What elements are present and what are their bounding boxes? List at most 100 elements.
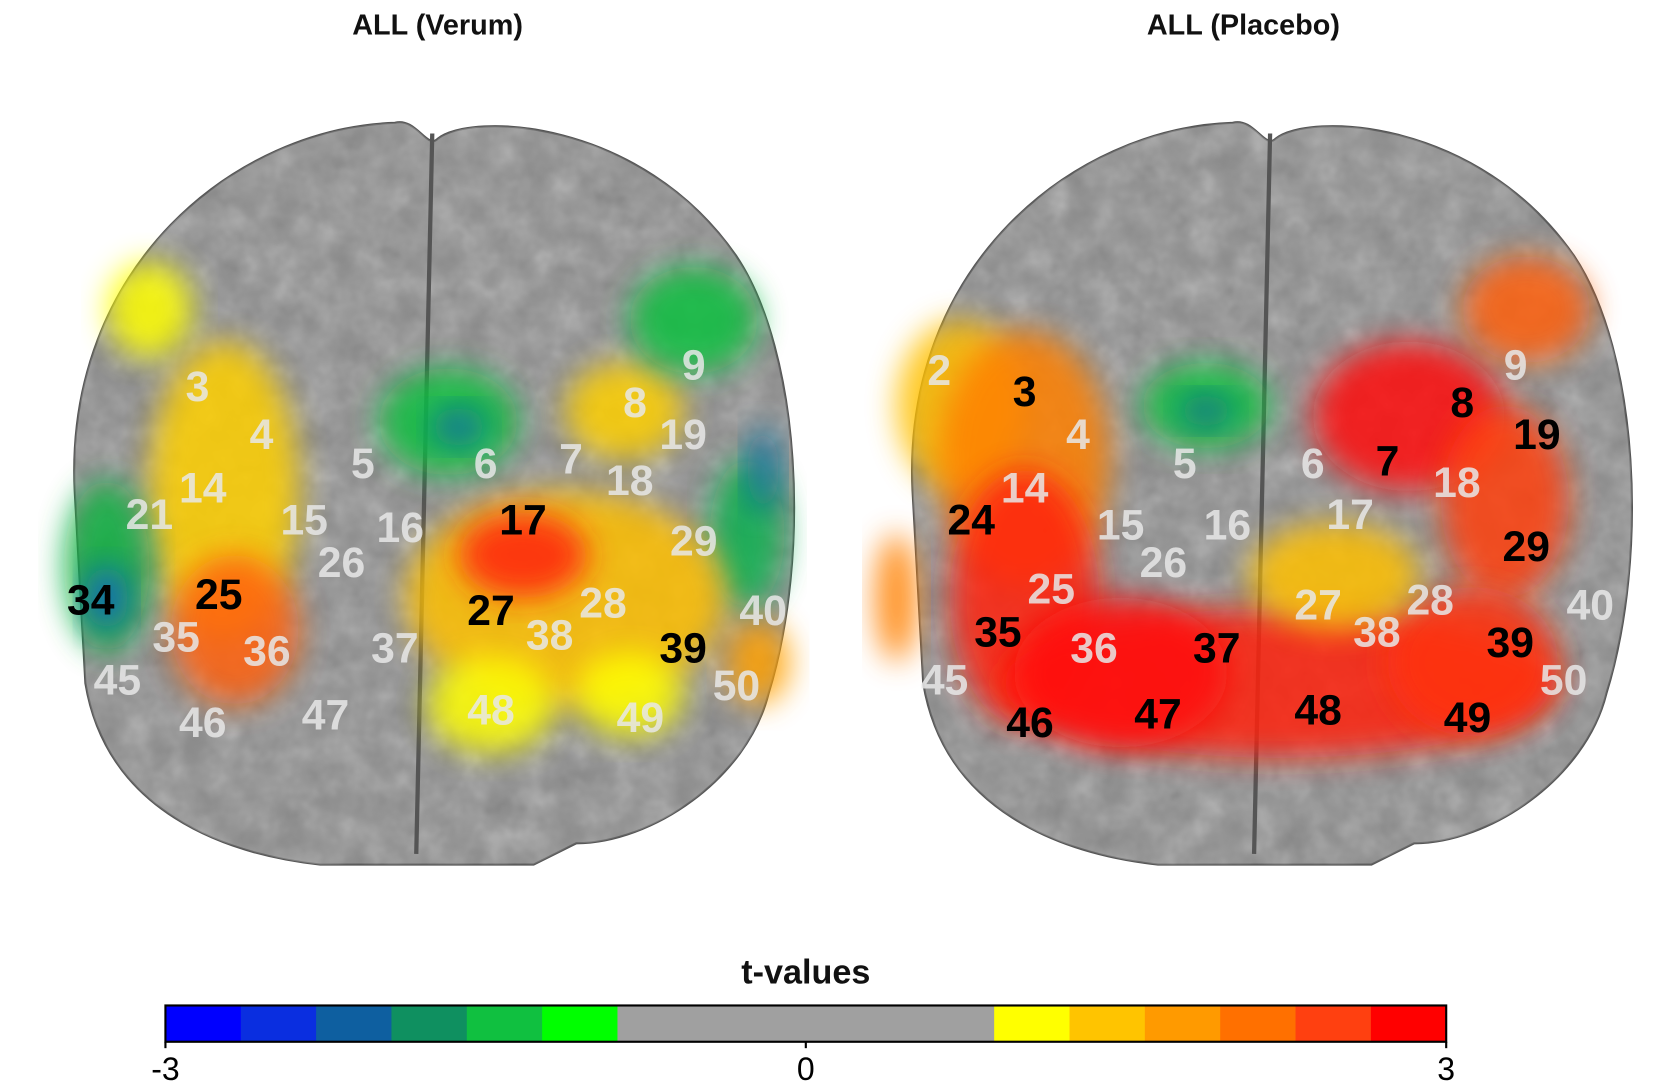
electrode-label: 17 xyxy=(1326,491,1373,539)
electrode-label: 39 xyxy=(659,624,706,672)
electrode-label: 26 xyxy=(318,539,365,587)
colorbar-segment xyxy=(1370,1005,1447,1042)
colorbar-segment xyxy=(1144,1005,1221,1042)
colorbar-segment xyxy=(391,1005,468,1042)
electrode-label: 46 xyxy=(179,699,226,747)
electrode-label: 15 xyxy=(1097,502,1144,550)
activation-blob xyxy=(432,407,486,447)
colorbar-segment xyxy=(994,1005,1071,1042)
activation-blob xyxy=(629,266,758,374)
electrode-label: 50 xyxy=(713,662,760,710)
electrode-label: 37 xyxy=(1193,624,1240,672)
electrode-label: 25 xyxy=(1028,566,1075,614)
electrode-label: 28 xyxy=(579,580,626,628)
electrode-label: 34 xyxy=(67,576,115,624)
electrode-label: 28 xyxy=(1406,576,1453,624)
electrode-label: 49 xyxy=(617,694,664,742)
activation-blob xyxy=(106,261,193,358)
electrode-label: 17 xyxy=(499,496,546,544)
electrode-label: 3 xyxy=(1013,368,1037,416)
colorbar-segment xyxy=(1220,1005,1297,1042)
colorbar-segment xyxy=(918,1005,995,1042)
electrode-label: 35 xyxy=(152,614,199,662)
electrode-label: 8 xyxy=(1450,379,1474,427)
electrode-label: 16 xyxy=(376,504,423,552)
electrode-label: 4 xyxy=(250,411,274,459)
electrode-label: 50 xyxy=(1540,656,1587,704)
electrode-label: 36 xyxy=(1070,624,1117,672)
colorbar-segment xyxy=(466,1005,543,1042)
electrode-label: 47 xyxy=(302,692,349,740)
electrode-label: 6 xyxy=(1301,440,1325,488)
electrode-label: 24 xyxy=(948,496,996,544)
electrode-label: 37 xyxy=(371,624,418,672)
electrode-label: 26 xyxy=(1140,539,1187,587)
electrode-label: 38 xyxy=(1353,608,1400,656)
electrode-label: 39 xyxy=(1486,619,1533,667)
colorbar-segment xyxy=(1069,1005,1146,1042)
electrode-label: 27 xyxy=(1294,582,1341,630)
activation-blob xyxy=(1013,597,1228,748)
electrode-label: 19 xyxy=(659,411,706,459)
electrode-label: 8 xyxy=(623,379,647,427)
electrode-label: 29 xyxy=(670,518,717,566)
electrode-label: 5 xyxy=(1173,440,1197,488)
colorbar: -3 0 3 xyxy=(151,1004,1455,1087)
electrode-label: 36 xyxy=(243,628,290,676)
electrode-label: 9 xyxy=(1504,342,1528,390)
electrode-label: 9 xyxy=(682,342,706,390)
electrode-label: 14 xyxy=(1001,464,1049,512)
electrode-label: 47 xyxy=(1134,691,1181,739)
electrode-label: 18 xyxy=(606,457,653,505)
activation-blob xyxy=(565,362,684,460)
colorbar-segment xyxy=(165,1005,242,1042)
activation-blob xyxy=(1387,587,1559,737)
electrode-label: 49 xyxy=(1444,694,1491,742)
activation-blob xyxy=(747,426,780,513)
electrode-label: 7 xyxy=(1376,438,1400,486)
activation-blob xyxy=(1248,523,1420,630)
electrode-label: 29 xyxy=(1503,523,1550,571)
activation-blob xyxy=(1179,394,1233,427)
electrode-label: 2 xyxy=(927,347,951,395)
electrode-label: 25 xyxy=(195,571,242,619)
electrode-label: 4 xyxy=(1066,411,1090,459)
activation-blob xyxy=(725,619,790,705)
colorbar-segment xyxy=(617,1005,694,1042)
activation-blob xyxy=(85,565,129,630)
electrode-label: 6 xyxy=(474,440,498,488)
electrode-label: 48 xyxy=(467,686,514,734)
electrode-label: 27 xyxy=(467,587,514,635)
electrode-label: 45 xyxy=(921,656,968,704)
colorbar-segment xyxy=(240,1005,317,1042)
electrode-label: 16 xyxy=(1204,502,1251,550)
activation-blob xyxy=(1462,256,1591,363)
midline xyxy=(414,133,435,854)
electrode-label: 7 xyxy=(559,435,583,483)
activation-blob xyxy=(170,555,299,705)
colorbar-segment xyxy=(316,1005,392,1042)
colorbar-segment xyxy=(1295,1005,1372,1042)
electrode-label: 14 xyxy=(179,464,227,512)
activation-blob xyxy=(875,533,918,662)
electrode-label: 5 xyxy=(351,440,375,488)
electrode-label: 18 xyxy=(1433,459,1480,507)
electrode-label: 45 xyxy=(94,656,141,704)
electrode-label: 38 xyxy=(526,612,573,660)
activation-blob xyxy=(426,656,555,753)
colorbar-segment xyxy=(692,1005,769,1042)
colorbar-tick-label: -3 xyxy=(151,1051,179,1087)
electrode-label: 15 xyxy=(280,496,327,544)
electrode-label: 21 xyxy=(126,491,173,539)
electrode-label: 35 xyxy=(974,608,1021,656)
electrode-label: 40 xyxy=(1567,582,1614,630)
electrode-label: 40 xyxy=(739,587,786,635)
colorbar-tick-label: 3 xyxy=(1437,1051,1455,1087)
colorbar-segment xyxy=(542,1005,619,1042)
colorbar-title: t-values xyxy=(741,954,870,992)
electrode-label: 19 xyxy=(1513,411,1560,459)
colorbar-tick-label: 0 xyxy=(797,1051,815,1087)
